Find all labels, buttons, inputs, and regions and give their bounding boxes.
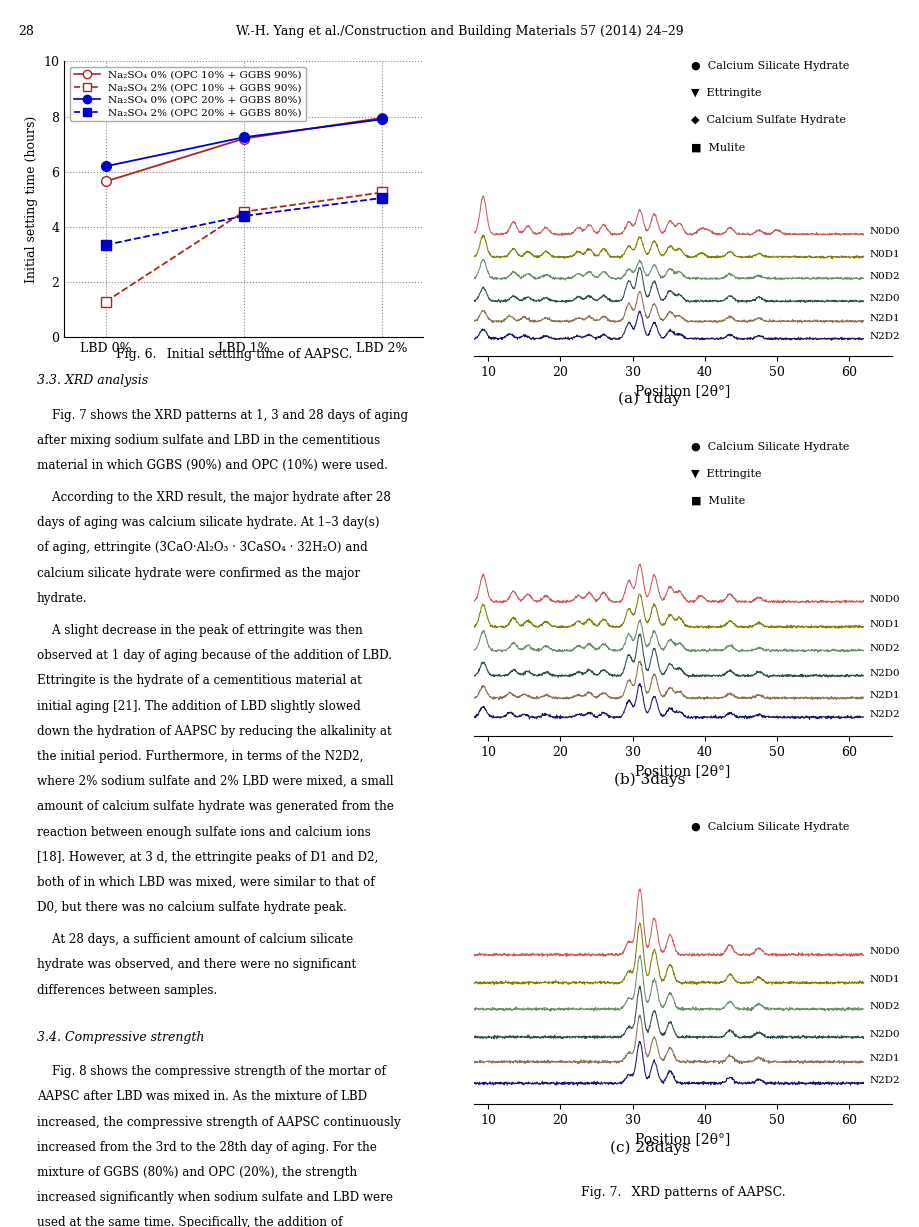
Text: Fig. 7 shows the XRD patterns at 1, 3 and 28 days of aging: Fig. 7 shows the XRD patterns at 1, 3 an… [37, 409, 407, 422]
Text: ●  Calcium Silicate Hydrate: ● Calcium Silicate Hydrate [691, 822, 849, 832]
Text: (a) 1day: (a) 1day [618, 391, 680, 406]
Text: hydrate was observed, and there were no significant: hydrate was observed, and there were no … [37, 958, 356, 972]
Text: calcium silicate hydrate were confirmed as the major: calcium silicate hydrate were confirmed … [37, 567, 359, 579]
Text: [18]. However, at 3 d, the ettringite peaks of D1 and D2,: [18]. However, at 3 d, the ettringite pe… [37, 850, 378, 864]
Text: ●  Calcium Silicate Hydrate: ● Calcium Silicate Hydrate [691, 442, 849, 452]
Text: down the hydration of AAPSC by reducing the alkalinity at: down the hydration of AAPSC by reducing … [37, 725, 391, 737]
Text: (b) 3days: (b) 3days [613, 772, 685, 787]
Text: N0D0: N0D0 [868, 227, 899, 237]
Text: ◆  Calcium Sulfate Hydrate: ◆ Calcium Sulfate Hydrate [691, 115, 845, 125]
Text: observed at 1 day of aging because of the addition of LBD.: observed at 1 day of aging because of th… [37, 649, 391, 663]
Text: N2D1: N2D1 [868, 1054, 899, 1064]
Text: 3.3. XRD analysis: 3.3. XRD analysis [37, 374, 148, 388]
Text: ●  Calcium Silicate Hydrate: ● Calcium Silicate Hydrate [691, 61, 849, 71]
Text: At 28 days, a sufficient amount of calcium silicate: At 28 days, a sufficient amount of calci… [37, 934, 353, 946]
Text: Fig. 6.  Initial setting time of AAPSC.: Fig. 6. Initial setting time of AAPSC. [117, 348, 352, 361]
Text: after mixing sodium sulfate and LBD in the cementitious: after mixing sodium sulfate and LBD in t… [37, 434, 380, 447]
Text: Fig. 7.  XRD patterns of AAPSC.: Fig. 7. XRD patterns of AAPSC. [580, 1187, 785, 1199]
Text: N2D1: N2D1 [868, 691, 899, 699]
Text: According to the XRD result, the major hydrate after 28: According to the XRD result, the major h… [37, 491, 391, 504]
X-axis label: Position [2θ°]: Position [2θ°] [635, 1133, 730, 1146]
Text: A slight decrease in the peak of ettringite was then: A slight decrease in the peak of ettring… [37, 623, 362, 637]
Text: D0, but there was no calcium sulfate hydrate peak.: D0, but there was no calcium sulfate hyd… [37, 901, 346, 914]
Text: used at the same time. Specifically, the addition of: used at the same time. Specifically, the… [37, 1216, 342, 1227]
Text: N0D2: N0D2 [868, 643, 899, 653]
Text: (c) 28days: (c) 28days [609, 1140, 689, 1155]
Text: N2D0: N2D0 [868, 1029, 899, 1039]
Text: N0D1: N0D1 [868, 250, 899, 259]
Text: reaction between enough sulfate ions and calcium ions: reaction between enough sulfate ions and… [37, 826, 370, 838]
Text: hydrate.: hydrate. [37, 591, 87, 605]
Text: N2D2: N2D2 [868, 331, 899, 341]
Text: 28: 28 [18, 25, 34, 38]
Text: material in which GGBS (90%) and OPC (10%) were used.: material in which GGBS (90%) and OPC (10… [37, 459, 387, 472]
Text: N2D2: N2D2 [868, 1076, 899, 1085]
Text: N2D0: N2D0 [868, 294, 899, 303]
Text: amount of calcium sulfate hydrate was generated from the: amount of calcium sulfate hydrate was ge… [37, 800, 393, 814]
Text: of aging, ettringite (3CaO·Al₂O₃ · 3CaSO₄ · 32H₂O) and: of aging, ettringite (3CaO·Al₂O₃ · 3CaSO… [37, 541, 368, 555]
Text: initial aging [21]. The addition of LBD slightly slowed: initial aging [21]. The addition of LBD … [37, 699, 360, 713]
Text: both of in which LBD was mixed, were similar to that of: both of in which LBD was mixed, were sim… [37, 876, 374, 890]
Text: N0D0: N0D0 [868, 947, 899, 956]
Text: where 2% sodium sulfate and 2% LBD were mixed, a small: where 2% sodium sulfate and 2% LBD were … [37, 775, 393, 788]
Text: N0D2: N0D2 [868, 271, 899, 281]
Legend: Na₂SO₄ 0% (OPC 10% + GGBS 90%), Na₂SO₄ 2% (OPC 10% + GGBS 90%), Na₂SO₄ 0% (OPC 2: Na₂SO₄ 0% (OPC 10% + GGBS 90%), Na₂SO₄ 2… [70, 66, 305, 121]
Text: N2D1: N2D1 [868, 314, 899, 324]
Y-axis label: Initial setting time (hours): Initial setting time (hours) [25, 115, 38, 283]
X-axis label: Position [2θ°]: Position [2θ°] [635, 384, 730, 398]
Text: the initial period. Furthermore, in terms of the N2D2,: the initial period. Furthermore, in term… [37, 750, 363, 763]
Text: N0D0: N0D0 [868, 595, 899, 604]
X-axis label: Position [2θ°]: Position [2θ°] [635, 764, 730, 778]
Text: ▼  Ettringite: ▼ Ettringite [691, 469, 761, 479]
Text: W.-H. Yang et al./Construction and Building Materials 57 (2014) 24–29: W.-H. Yang et al./Construction and Build… [236, 25, 683, 38]
Text: days of aging was calcium silicate hydrate. At 1–3 day(s): days of aging was calcium silicate hydra… [37, 517, 379, 529]
Text: N0D1: N0D1 [868, 975, 899, 984]
Text: Fig. 8 shows the compressive strength of the mortar of: Fig. 8 shows the compressive strength of… [37, 1065, 385, 1079]
Text: Ettringite is the hydrate of a cementitious material at: Ettringite is the hydrate of a cementiti… [37, 675, 361, 687]
Text: N2D0: N2D0 [868, 669, 899, 677]
Text: mixture of GGBS (80%) and OPC (20%), the strength: mixture of GGBS (80%) and OPC (20%), the… [37, 1166, 357, 1179]
Text: 3.4. Compressive strength: 3.4. Compressive strength [37, 1031, 204, 1044]
Text: ▼  Ettringite: ▼ Ettringite [691, 88, 761, 98]
Text: N0D2: N0D2 [868, 1001, 899, 1011]
Text: increased significantly when sodium sulfate and LBD were: increased significantly when sodium sulf… [37, 1191, 392, 1204]
Text: AAPSC after LBD was mixed in. As the mixture of LBD: AAPSC after LBD was mixed in. As the mix… [37, 1091, 367, 1103]
Text: N0D1: N0D1 [868, 620, 899, 628]
Text: differences between samples.: differences between samples. [37, 984, 217, 996]
Text: increased from the 3rd to the 28th day of aging. For the: increased from the 3rd to the 28th day o… [37, 1141, 376, 1153]
Text: increased, the compressive strength of AAPSC continuously: increased, the compressive strength of A… [37, 1115, 400, 1129]
Text: N2D2: N2D2 [868, 710, 899, 719]
Text: ■  Mulite: ■ Mulite [691, 496, 745, 506]
Text: ■  Mulite: ■ Mulite [691, 142, 745, 152]
